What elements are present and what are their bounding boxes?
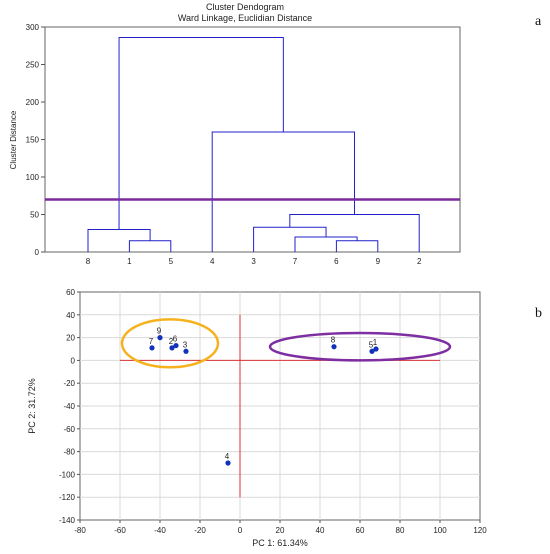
dendrogram-subtitle: Ward Linkage, Euclidian Distance — [178, 13, 312, 23]
pca-x-tick-label: 80 — [396, 526, 405, 535]
dendrogram-y-tick-label: 100 — [26, 173, 40, 182]
pca-x-tick-label: 100 — [433, 526, 447, 535]
pca-y-tick-label: 60 — [66, 288, 75, 297]
pca-x-tick-label: -40 — [154, 526, 166, 535]
dendrogram-leaf-label: 8 — [86, 257, 91, 266]
pca-y-tick-label: 40 — [66, 311, 75, 320]
dendrogram-link — [128, 240, 172, 252]
pca-cluster-ellipses — [120, 318, 452, 369]
pca-y-tick-label: -80 — [63, 448, 75, 457]
pca-point — [331, 344, 337, 350]
pca-x-tick-label: 120 — [473, 526, 487, 535]
dendrogram-link — [294, 236, 358, 252]
pca-y-tick-label: 20 — [66, 334, 75, 343]
pca-x-tick-label: 0 — [238, 526, 243, 535]
pca-point-label: 2 — [169, 337, 174, 346]
panel-label-a: a — [535, 14, 542, 29]
pca-x-tick-label: -20 — [194, 526, 206, 535]
pca-y-axis-label: PC 2: 31.72% — [27, 378, 37, 434]
pca-y-tick-label: 0 — [71, 356, 76, 365]
pca-x-tick-label: 40 — [316, 526, 325, 535]
dendrogram-link — [211, 131, 356, 252]
dendrogram-y-tick-label: 200 — [26, 98, 40, 107]
pca-point — [183, 348, 189, 354]
dendrogram-y-tick-label: 0 — [35, 248, 40, 257]
dendrogram-y-tick-label: 150 — [26, 136, 40, 145]
dendrogram-leaf-label: 3 — [251, 257, 256, 266]
pca-point-label: 7 — [149, 337, 154, 346]
dendrogram-links — [45, 37, 460, 252]
pca-point-label: 3 — [183, 340, 188, 349]
pca-point-label: 6 — [173, 335, 178, 344]
dendrogram-panel: Cluster Dendogram Ward Linkage, Euclidia… — [9, 2, 542, 266]
pca-point — [149, 345, 155, 351]
pca-ticks: -80 -60 -40 -20 0 20 40 60 80 100 120-140-120-100-… — [59, 288, 487, 535]
dendrogram-title: Cluster Dendogram — [206, 2, 284, 12]
dendrogram-link — [118, 37, 284, 230]
dendrogram-link — [335, 240, 379, 252]
pca-point — [169, 345, 175, 351]
pca-point-label: 9 — [157, 327, 162, 336]
pca-x-tick-label: -60 — [114, 526, 126, 535]
pca-cluster-ellipse — [268, 331, 452, 362]
dendrogram-link — [253, 226, 327, 252]
pca-point-label: 5 — [369, 340, 374, 349]
dendrogram-leaf-label: 9 — [376, 257, 381, 266]
dendrogram-leaf-label: 1 — [127, 257, 132, 266]
dendrogram-y-axis-label: Cluster Distance — [9, 110, 18, 169]
pca-point — [369, 348, 375, 354]
pca-y-tick-label: -100 — [59, 470, 76, 479]
dendrogram-leaf-label: 7 — [293, 257, 298, 266]
dendrogram-y-tick-label: 250 — [26, 61, 40, 70]
pca-x-tick-label: 60 — [356, 526, 365, 535]
dendrogram-leaf-labels: 8 1 5 4 3 7 6 9 2 — [86, 257, 422, 266]
pca-point-label: 4 — [225, 452, 230, 461]
dendrogram-y-ticks: 0 50 100 150 200 250 300 — [26, 23, 45, 257]
pca-x-tick-label: -80 — [74, 526, 86, 535]
pca-point — [157, 335, 163, 341]
pca-point-label: 8 — [331, 336, 336, 345]
dendrogram-leaf-label: 2 — [417, 257, 422, 266]
dendrogram-y-tick-label: 300 — [26, 23, 40, 32]
dendrogram-link — [289, 214, 420, 252]
pca-point — [225, 460, 231, 466]
pca-y-tick-label: -60 — [63, 425, 75, 434]
dendrogram-leaf-label: 5 — [169, 257, 174, 266]
pca-y-tick-label: -40 — [63, 402, 75, 411]
pca-y-tick-label: -120 — [59, 493, 76, 502]
pca-x-tick-label: 20 — [276, 526, 285, 535]
pca-x-axis-label: PC 1: 61.34% — [252, 538, 308, 548]
pca-point — [173, 342, 179, 349]
pca-cluster-ellipse — [120, 318, 220, 369]
pca-point-label: 1 — [373, 338, 378, 347]
dendrogram-leaf-label: 6 — [334, 257, 339, 266]
pca-point — [373, 346, 379, 352]
panel-label-b: b — [535, 306, 542, 321]
pca-grid — [80, 292, 480, 520]
pca-panel: -80 -60 -40 -20 0 20 40 60 80 100 120-140-120-100-… — [27, 288, 542, 548]
pca-y-tick-label: -20 — [63, 379, 75, 388]
pca-y-tick-label: -140 — [59, 516, 76, 525]
dendrogram-leaf-label: 4 — [210, 257, 215, 266]
dendrogram-frame — [44, 26, 461, 253]
dendrogram-y-tick-label: 50 — [30, 211, 39, 220]
